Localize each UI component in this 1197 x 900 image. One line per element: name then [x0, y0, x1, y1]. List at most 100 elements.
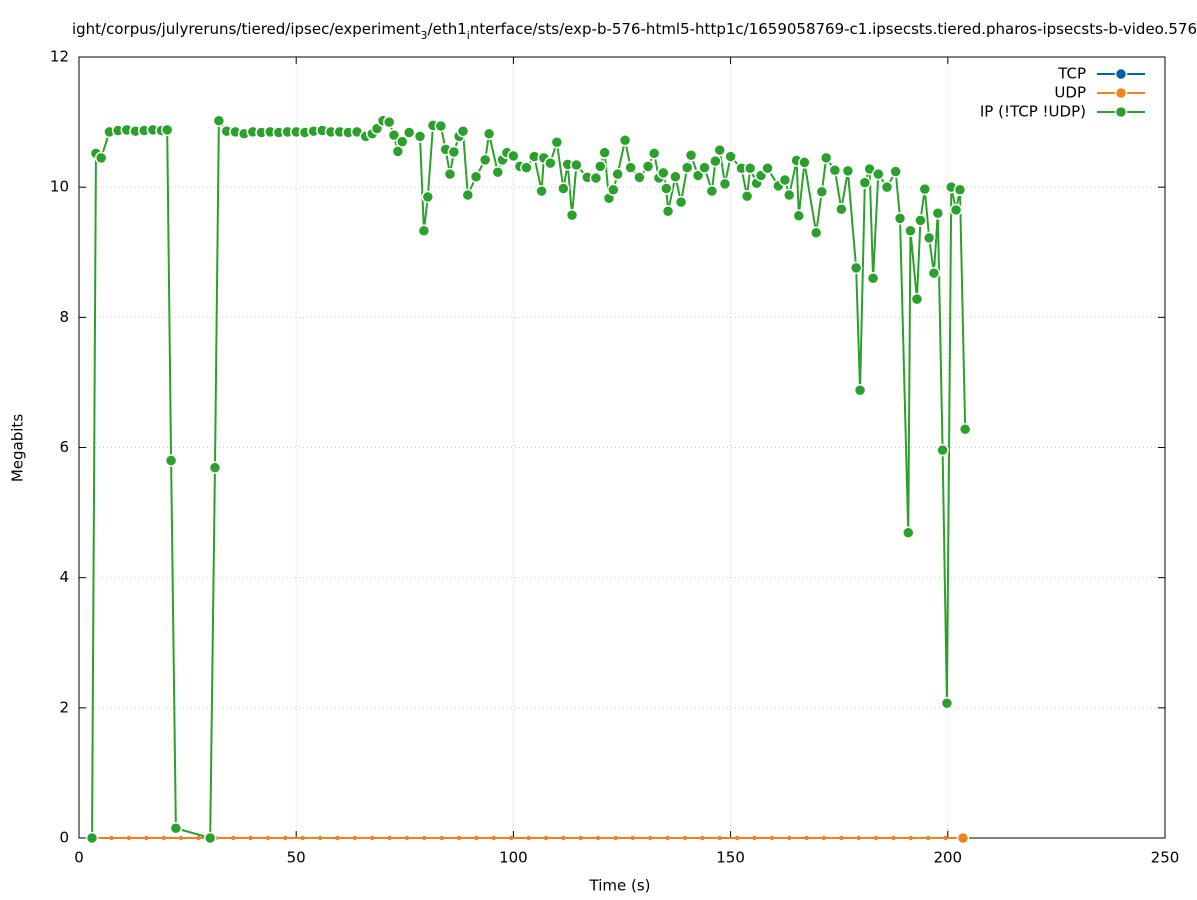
data-point: [618, 134, 632, 147]
data-point: [956, 831, 970, 845]
data-point: [598, 146, 611, 159]
data-point: [544, 156, 557, 170]
data-point: [402, 126, 416, 139]
legend-marker: [1114, 86, 1128, 100]
x-tick-label: 50: [287, 849, 306, 867]
data-point: [705, 184, 719, 198]
data-point: [109, 835, 114, 841]
data-point: [624, 161, 637, 174]
data-point: [657, 166, 670, 180]
data-point: [212, 114, 226, 128]
data-point: [94, 151, 108, 165]
data-point: [447, 145, 461, 159]
series-line: [91, 117, 967, 840]
data-point: [387, 128, 401, 142]
data-point: [902, 526, 915, 540]
y-tick-label: 12: [50, 48, 69, 66]
y-tick-label: 4: [59, 568, 69, 586]
data-point: [85, 831, 99, 845]
data-point: [872, 167, 885, 181]
data-point: [752, 835, 757, 841]
data-point: [853, 383, 867, 397]
data-point: [893, 212, 907, 225]
data-point: [370, 835, 375, 841]
data-point: [908, 835, 914, 841]
data-point: [557, 182, 570, 195]
data-point: [922, 231, 936, 245]
data-point: [835, 203, 848, 216]
data-point: [821, 835, 827, 841]
chart-title: ight/corpus/julyreruns/tiered/ipsec/expe…: [72, 20, 1197, 42]
data-point: [589, 171, 603, 185]
data-point: [713, 143, 726, 157]
data-point: [926, 835, 931, 841]
data-point: [317, 835, 323, 841]
data-point: [594, 160, 607, 173]
data-point: [936, 443, 949, 457]
data-point: [160, 123, 174, 137]
data-point: [413, 130, 427, 143]
data-point: [873, 835, 879, 841]
data-point: [633, 171, 646, 184]
data-point: [474, 835, 479, 841]
data-point: [335, 835, 340, 841]
data-point: [858, 176, 872, 189]
data-point: [769, 835, 775, 841]
data-point: [265, 835, 271, 841]
data-point: [958, 423, 972, 436]
title-subscript: i: [467, 29, 470, 42]
data-point: [491, 165, 505, 179]
data-point: [914, 214, 927, 227]
data-point: [395, 135, 409, 148]
data-point: [196, 835, 201, 841]
data-point: [680, 161, 694, 174]
data-point: [740, 190, 754, 203]
legend-label: TCP: [1057, 65, 1086, 83]
data-point: [561, 835, 566, 841]
data-point: [669, 170, 682, 184]
data-point: [550, 136, 564, 149]
data-point: [231, 835, 236, 841]
y-tick-label: 2: [59, 698, 69, 716]
data-point: [164, 454, 178, 467]
y-tick-label: 0: [59, 829, 69, 847]
data-point: [352, 835, 358, 841]
data-point: [283, 835, 288, 841]
data-point: [570, 158, 583, 172]
x-tick-label: 150: [716, 849, 745, 867]
data-point: [927, 266, 941, 280]
data-point: [126, 835, 132, 841]
data-point: [607, 183, 620, 197]
data-point: [144, 835, 149, 841]
data-point: [691, 169, 705, 182]
data-point: [565, 208, 579, 222]
data-point: [300, 835, 305, 841]
data-point: [953, 183, 967, 197]
data-point: [630, 835, 636, 841]
data-point: [709, 154, 722, 168]
data-point: [208, 461, 222, 474]
data-point: [543, 835, 549, 841]
data-point: [439, 835, 444, 841]
data-point: [382, 115, 396, 129]
x-axis-label: Time (s): [589, 877, 651, 895]
data-point: [169, 821, 183, 835]
data-point: [478, 153, 492, 167]
title-part: ight/corpus/julyreruns/tiered/ipsec/expe…: [72, 20, 421, 38]
data-point: [809, 226, 823, 239]
data-point: [718, 177, 732, 191]
x-tick-label: 100: [499, 849, 528, 867]
y-tick-label: 6: [59, 438, 69, 456]
data-point: [404, 835, 410, 841]
data-point: [682, 835, 688, 841]
legend-marker: [1114, 67, 1128, 81]
data-point: [931, 206, 945, 220]
data-point: [469, 170, 483, 184]
data-point: [482, 127, 496, 141]
data-point: [507, 149, 520, 163]
legend-marker: [1114, 105, 1128, 119]
data-point: [491, 835, 497, 841]
data-point: [918, 182, 932, 196]
data-point: [203, 831, 217, 845]
